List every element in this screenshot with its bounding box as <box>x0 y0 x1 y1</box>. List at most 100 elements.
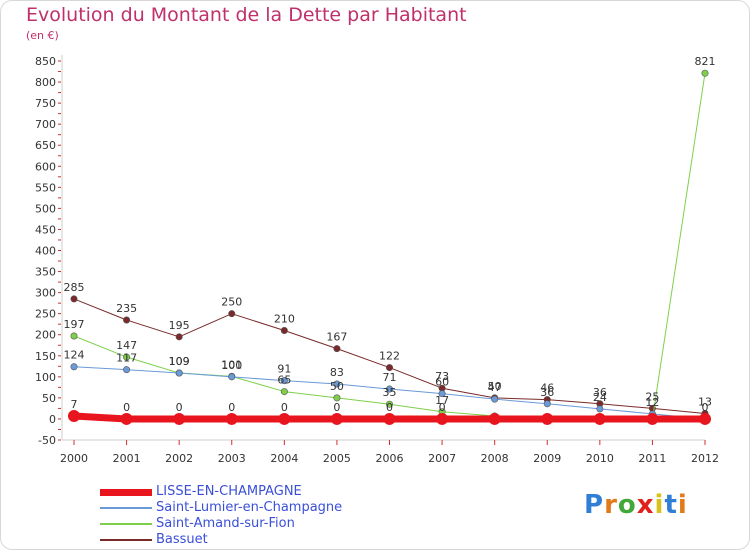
y-tick-label: 700 <box>35 118 56 131</box>
y-tick-label: 50 <box>42 392 56 405</box>
data-label: 46 <box>540 382 554 395</box>
data-label: 0 <box>123 401 130 414</box>
data-label: 0 <box>228 401 235 414</box>
legend-label: Bassuet <box>156 532 208 547</box>
chart-legend: LISSE-EN-CHAMPAGNE Saint-Lumier-en-Champa… <box>100 484 400 548</box>
logo-letter: i <box>654 490 665 520</box>
data-label: 285 <box>64 281 85 294</box>
data-label: 109 <box>169 355 190 368</box>
data-label: 0 <box>702 401 709 414</box>
data-label: 7 <box>71 398 78 411</box>
data-label: 50 <box>330 380 344 393</box>
data-label: 210 <box>274 313 295 326</box>
y-tick-label: 600 <box>35 160 56 173</box>
legend-swatch <box>100 489 152 496</box>
data-label: 17 <box>435 394 449 407</box>
data-point <box>70 332 78 340</box>
y-tick-label: 800 <box>35 76 56 89</box>
data-point <box>68 409 80 422</box>
data-point <box>333 380 341 388</box>
data-point <box>280 388 288 396</box>
x-tick-label: 2007 <box>428 452 456 465</box>
y-tick-label: 400 <box>35 245 56 258</box>
data-point <box>123 353 131 361</box>
x-tick-label: 2003 <box>218 452 246 465</box>
data-label: 73 <box>435 370 449 383</box>
data-point <box>596 405 604 413</box>
data-label: 109 <box>169 355 190 368</box>
data-label: 60 <box>435 376 449 389</box>
x-tick-label: 2010 <box>586 452 614 465</box>
data-point <box>120 412 133 425</box>
data-point <box>333 345 341 353</box>
data-label: 0 <box>281 401 288 414</box>
y-tick-label: 750 <box>35 97 56 110</box>
data-point <box>173 412 186 425</box>
data-point <box>436 412 449 425</box>
data-point <box>228 373 236 381</box>
data-point <box>280 377 288 385</box>
data-point <box>70 363 78 371</box>
data-label: 36 <box>540 386 554 399</box>
logo-letter: P <box>584 490 605 520</box>
data-label: 0 <box>386 401 393 414</box>
data-point <box>175 333 183 341</box>
logo-letter: o <box>617 490 637 520</box>
legend-label: Saint-Lumier-en-Champagne <box>156 500 343 515</box>
data-label: 124 <box>64 349 85 362</box>
data-point <box>701 69 709 77</box>
y-tick-label: 250 <box>35 308 56 321</box>
data-point <box>543 400 551 408</box>
data-label: 25 <box>645 390 659 403</box>
y-tick-label: 150 <box>35 350 56 363</box>
y-tick-label: 650 <box>35 139 56 152</box>
data-point <box>70 295 78 303</box>
data-label: 65 <box>277 374 291 387</box>
x-tick-label: 2005 <box>323 452 351 465</box>
data-label: 195 <box>169 319 190 332</box>
data-label: 100 <box>221 359 242 372</box>
logo-letter: x <box>636 490 655 520</box>
legend-item: Saint-Amand-sur-Fion <box>100 516 400 532</box>
legend-item: LISSE-EN-CHAMPAGNE <box>100 484 400 500</box>
x-tick-label: 2009 <box>533 452 561 465</box>
x-tick-label: 2002 <box>165 452 193 465</box>
y-tick-label: 450 <box>35 223 56 236</box>
legend-item: Saint-Lumier-en-Champagne <box>100 500 400 516</box>
y-tick-label: 550 <box>35 181 56 194</box>
data-point <box>385 385 393 393</box>
data-label: 36 <box>593 386 607 399</box>
data-label: 83 <box>330 366 344 379</box>
x-tick-label: 2004 <box>270 452 298 465</box>
legend-item: Bassuet <box>100 532 400 548</box>
data-label: 250 <box>221 296 242 309</box>
data-point <box>699 412 711 425</box>
x-tick-label: 2008 <box>481 452 509 465</box>
data-label: 122 <box>379 350 400 363</box>
data-label: 50 <box>488 380 502 393</box>
y-tick-label: 200 <box>35 329 56 342</box>
data-label: 197 <box>64 318 85 331</box>
data-point <box>123 366 131 374</box>
data-point <box>385 364 393 372</box>
data-label: 35 <box>383 386 397 399</box>
data-point <box>123 316 131 324</box>
data-point <box>438 390 446 398</box>
data-point <box>333 394 341 402</box>
data-label: 47 <box>488 381 502 394</box>
logo-letter: r <box>604 490 618 520</box>
legend-swatch <box>100 523 152 525</box>
proxiti-logo: Proxiti <box>584 490 688 520</box>
data-label: 821 <box>695 55 716 68</box>
data-label: 167 <box>326 331 347 344</box>
data-point <box>383 412 396 425</box>
data-label: 13 <box>698 395 712 408</box>
y-tick-label: 0 <box>49 413 56 426</box>
data-label: 147 <box>116 339 137 352</box>
data-point <box>646 412 659 425</box>
x-tick-label: 2001 <box>113 452 141 465</box>
x-tick-label: 2006 <box>376 452 404 465</box>
data-label: 71 <box>383 371 397 384</box>
y-tick-label: 850 <box>35 55 56 68</box>
